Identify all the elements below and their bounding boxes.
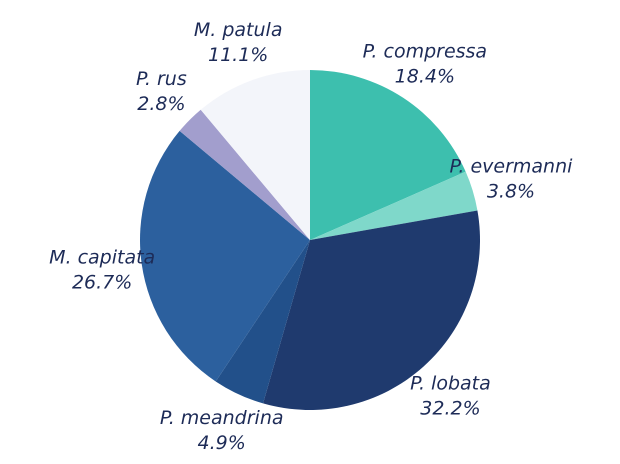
pie-slice [215, 240, 310, 404]
slice-label: P. rus [136, 68, 187, 90]
slice-value-label: 3.8% [487, 181, 535, 203]
slice-value-label: 4.9% [198, 432, 246, 454]
slice-label: M. patula [194, 19, 283, 41]
slice-value-label: 2.8% [137, 93, 185, 115]
slice-label: P. lobata [410, 373, 491, 395]
pie-slice [310, 70, 466, 240]
pie-slice [200, 70, 310, 240]
slice-value-label: 32.2% [420, 398, 480, 420]
pie-slice [263, 210, 481, 410]
slice-label: P. evermanni [450, 156, 574, 178]
slice-label: P. meandrina [160, 407, 284, 429]
slice-value-label: 18.4% [395, 66, 455, 88]
slice-label: P. compressa [363, 41, 488, 63]
slice-label: M. capitata [49, 246, 155, 268]
slice-value-label: 11.1% [208, 44, 268, 66]
pie-slice [310, 171, 478, 240]
pie-slice [139, 130, 310, 382]
pie-slice [179, 109, 310, 240]
slice-value-label: 26.7% [72, 271, 132, 293]
